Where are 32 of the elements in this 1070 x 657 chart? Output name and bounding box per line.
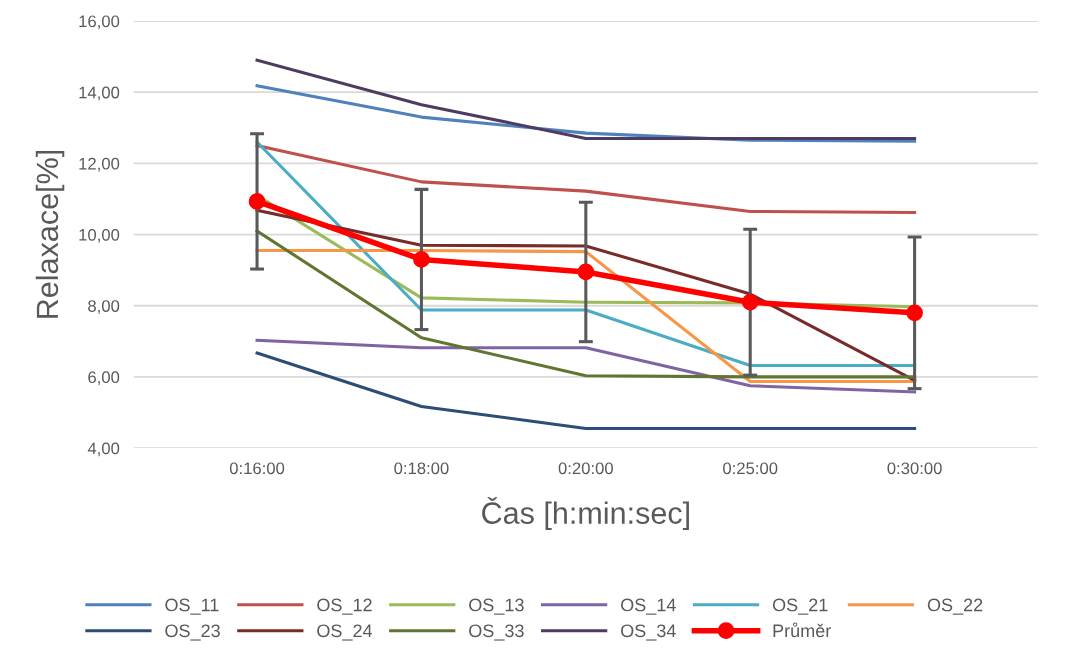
point — [741, 293, 759, 311]
x-tick-label: 0:20:00 — [558, 462, 613, 475]
legend-label: OS_11 — [165, 598, 219, 615]
y-tick-label: 6,00 — [88, 371, 120, 386]
y-tick-label: 8,00 — [88, 300, 120, 314]
x-tick-label: 0:25:00 — [723, 462, 778, 475]
legend-label: OS_21 — [772, 598, 828, 615]
x-tick-label: 0:30:00 — [887, 462, 942, 475]
legend-label: OS_12 — [317, 598, 372, 615]
y-tick-label: 12,00 — [79, 157, 120, 172]
x-axis-title: Čas [h:min:sec] — [482, 496, 689, 530]
point — [248, 193, 266, 210]
y-axis-title: Relaxace[%] — [35, 150, 65, 318]
y-tick-label: 10,00 — [79, 228, 120, 243]
y-tick-label: 16,00 — [79, 15, 120, 30]
legend-label: OS_14 — [621, 598, 676, 615]
point — [577, 263, 595, 281]
point — [906, 304, 923, 322]
legend-label: Průměr — [773, 622, 831, 638]
legend-label: OS_33 — [469, 624, 524, 641]
point — [413, 251, 430, 268]
legend-label: OS_34 — [621, 624, 676, 641]
legend-label: OS_23 — [165, 624, 220, 641]
legend-label: OS_24 — [317, 624, 373, 641]
x-tick-label: 0:18:00 — [394, 462, 449, 475]
y-tick-label: 14,00 — [79, 86, 120, 101]
x-tick-label: 0:16:00 — [229, 462, 285, 475]
legend-label: OS_13 — [469, 598, 524, 615]
line-series — [255, 338, 917, 394]
line-series — [255, 144, 917, 215]
y-tick-label: 4,00 — [87, 442, 120, 457]
legend-label: OS_22 — [927, 598, 983, 615]
